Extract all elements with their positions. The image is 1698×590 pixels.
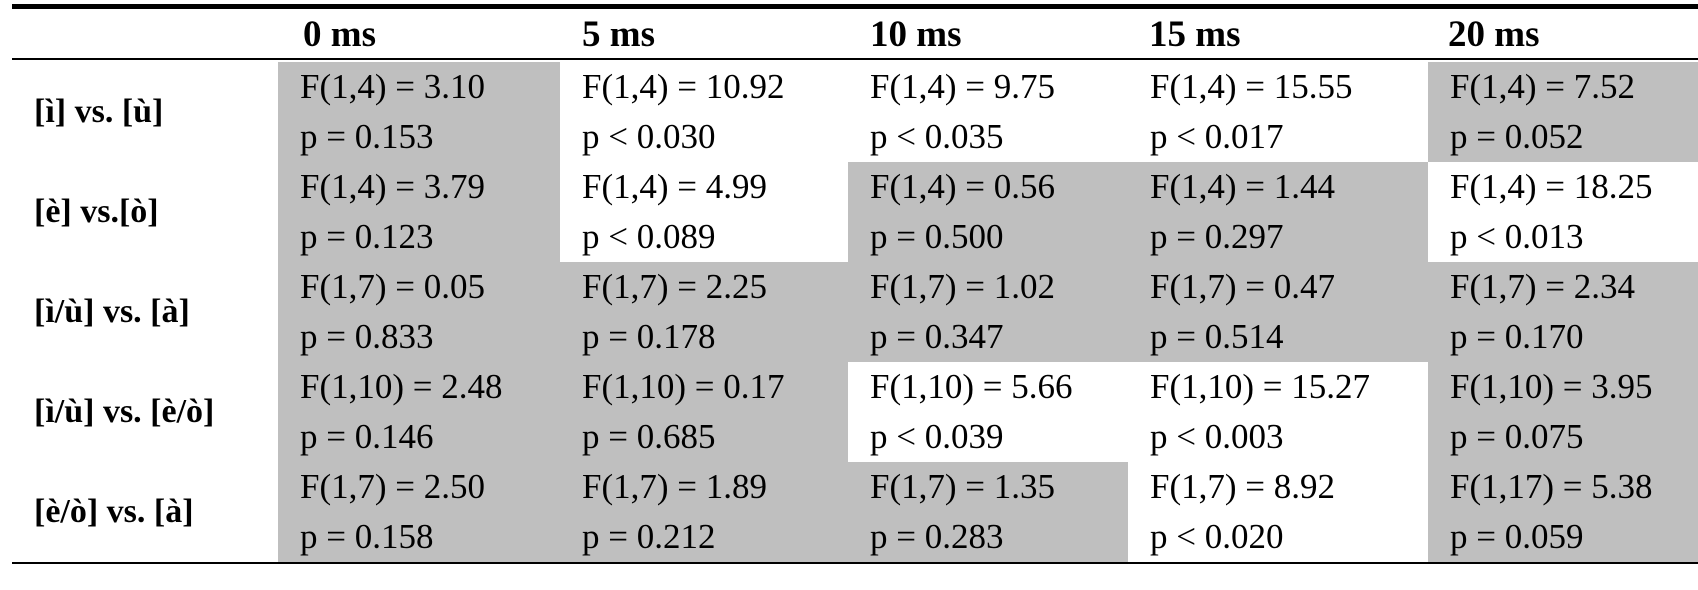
f-statistic: F(1,4) = 7.52 (1450, 67, 1636, 106)
f-statistic: F(1,10) = 3.95 (1450, 367, 1653, 406)
f-statistic: F(1,10) = 2.48 (300, 367, 503, 406)
table-cell: F(1,4) = 9.75 p < 0.035 (848, 62, 1128, 162)
f-statistic: F(1,4) = 3.10 (300, 67, 486, 106)
f-statistic: F(1,7) = 1.35 (870, 467, 1056, 506)
table-cell: F(1,7) = 2.34 p = 0.170 (1428, 262, 1698, 362)
f-statistic: F(1,4) = 10.92 (582, 67, 785, 106)
p-value: p = 0.158 (300, 517, 434, 556)
table-cell: F(1,4) = 10.92 p < 0.030 (560, 62, 848, 162)
f-statistic: F(1,10) = 0.17 (582, 367, 785, 406)
table-header-rule (12, 58, 1698, 60)
p-value: p = 0.283 (870, 517, 1004, 556)
p-value: p = 0.297 (1150, 217, 1284, 256)
table-cell: F(1,7) = 8.92 p < 0.020 (1128, 462, 1428, 562)
p-value: p = 0.212 (582, 517, 716, 556)
table-cell: F(1,4) = 0.56 p = 0.500 (848, 162, 1128, 262)
p-value: p = 0.123 (300, 217, 434, 256)
table-cell: F(1,4) = 3.10 p = 0.153 (278, 62, 560, 162)
column-header-5ms: 5 ms (582, 14, 655, 55)
row-header-iu-vs-a: [ì/ù] vs. [à] (34, 293, 190, 330)
f-statistic: F(1,4) = 1.44 (1150, 167, 1336, 206)
p-value: p < 0.030 (582, 117, 716, 156)
table-cell: F(1,7) = 0.47 p = 0.514 (1128, 262, 1428, 362)
p-value: p < 0.020 (1150, 517, 1284, 556)
p-value: p = 0.500 (870, 217, 1004, 256)
table-top-rule (12, 4, 1698, 9)
p-value: p = 0.075 (1450, 417, 1584, 456)
table-cell: F(1,10) = 2.48 p = 0.146 (278, 362, 560, 462)
f-statistic: F(1,4) = 0.56 (870, 167, 1056, 206)
p-value: p = 0.052 (1450, 117, 1584, 156)
f-statistic: F(1,17) = 5.38 (1450, 467, 1653, 506)
row-header-iu-vs-eo: [ì/ù] vs. [è/ò] (34, 393, 215, 430)
table-cell: F(1,4) = 3.79 p = 0.123 (278, 162, 560, 262)
f-statistic: F(1,7) = 8.92 (1150, 467, 1336, 506)
p-value: p = 0.347 (870, 317, 1004, 356)
table-cell: F(1,7) = 1.35 p = 0.283 (848, 462, 1128, 562)
table-cell: F(1,17) = 5.38 p = 0.059 (1428, 462, 1698, 562)
row-header-eo-vs-a: [è/ò] vs. [à] (34, 493, 194, 530)
p-value: p = 0.685 (582, 417, 716, 456)
table-cell: F(1,10) = 15.27 p < 0.003 (1128, 362, 1428, 462)
f-statistic: F(1,7) = 2.50 (300, 467, 486, 506)
p-value: p = 0.178 (582, 317, 716, 356)
table-cell: F(1,4) = 7.52 p = 0.052 (1428, 62, 1698, 162)
p-value: p < 0.013 (1450, 217, 1584, 256)
table-cell: F(1,10) = 0.17 p = 0.685 (560, 362, 848, 462)
p-value: p = 0.170 (1450, 317, 1584, 356)
p-value: p = 0.514 (1150, 317, 1284, 356)
column-header-0ms: 0 ms (303, 14, 376, 55)
f-statistic: F(1,4) = 18.25 (1450, 167, 1653, 206)
column-header-10ms: 10 ms (870, 14, 962, 55)
column-header-15ms: 15 ms (1149, 14, 1241, 55)
table-cell: F(1,4) = 1.44 p = 0.297 (1128, 162, 1428, 262)
column-header-20ms: 20 ms (1448, 14, 1540, 55)
f-statistic: F(1,7) = 1.02 (870, 267, 1056, 306)
table-cell: F(1,4) = 15.55 p < 0.017 (1128, 62, 1428, 162)
p-value: p < 0.035 (870, 117, 1004, 156)
p-value: p < 0.039 (870, 417, 1004, 456)
p-value: p = 0.153 (300, 117, 434, 156)
p-value: p < 0.089 (582, 217, 716, 256)
p-value: p = 0.059 (1450, 517, 1584, 556)
row-header-e-vs-o: [è] vs.[ò] (34, 193, 159, 230)
f-statistic: F(1,7) = 0.47 (1150, 267, 1336, 306)
p-value: p < 0.003 (1150, 417, 1284, 456)
f-statistic: F(1,10) = 15.27 (1150, 367, 1371, 406)
f-statistic: F(1,4) = 9.75 (870, 67, 1056, 106)
f-statistic: F(1,10) = 5.66 (870, 367, 1073, 406)
table-cell: F(1,7) = 1.89 p = 0.212 (560, 462, 848, 562)
table-bottom-rule (12, 562, 1698, 564)
table-cell: F(1,10) = 3.95 p = 0.075 (1428, 362, 1698, 462)
f-statistic: F(1,4) = 3.79 (300, 167, 486, 206)
p-value: p < 0.017 (1150, 117, 1284, 156)
f-statistic: F(1,7) = 2.25 (582, 267, 768, 306)
table-cell: F(1,7) = 2.50 p = 0.158 (278, 462, 560, 562)
f-statistic: F(1,4) = 4.99 (582, 167, 768, 206)
table-cell: F(1,4) = 18.25 p < 0.013 (1428, 162, 1698, 262)
table-cell: F(1,7) = 2.25 p = 0.178 (560, 262, 848, 362)
p-value: p = 0.833 (300, 317, 434, 356)
table-cell: F(1,10) = 5.66 p < 0.039 (848, 362, 1128, 462)
f-statistic: F(1,4) = 15.55 (1150, 67, 1353, 106)
table-cell: F(1,4) = 4.99 p < 0.089 (560, 162, 848, 262)
f-statistic: F(1,7) = 1.89 (582, 467, 768, 506)
f-statistic: F(1,7) = 0.05 (300, 267, 486, 306)
table-cell: F(1,7) = 1.02 p = 0.347 (848, 262, 1128, 362)
p-value: p = 0.146 (300, 417, 434, 456)
row-header-i-vs-u: [ì] vs. [ù] (34, 93, 164, 130)
f-statistic: F(1,7) = 2.34 (1450, 267, 1636, 306)
table-cell: F(1,7) = 0.05 p = 0.833 (278, 262, 560, 362)
